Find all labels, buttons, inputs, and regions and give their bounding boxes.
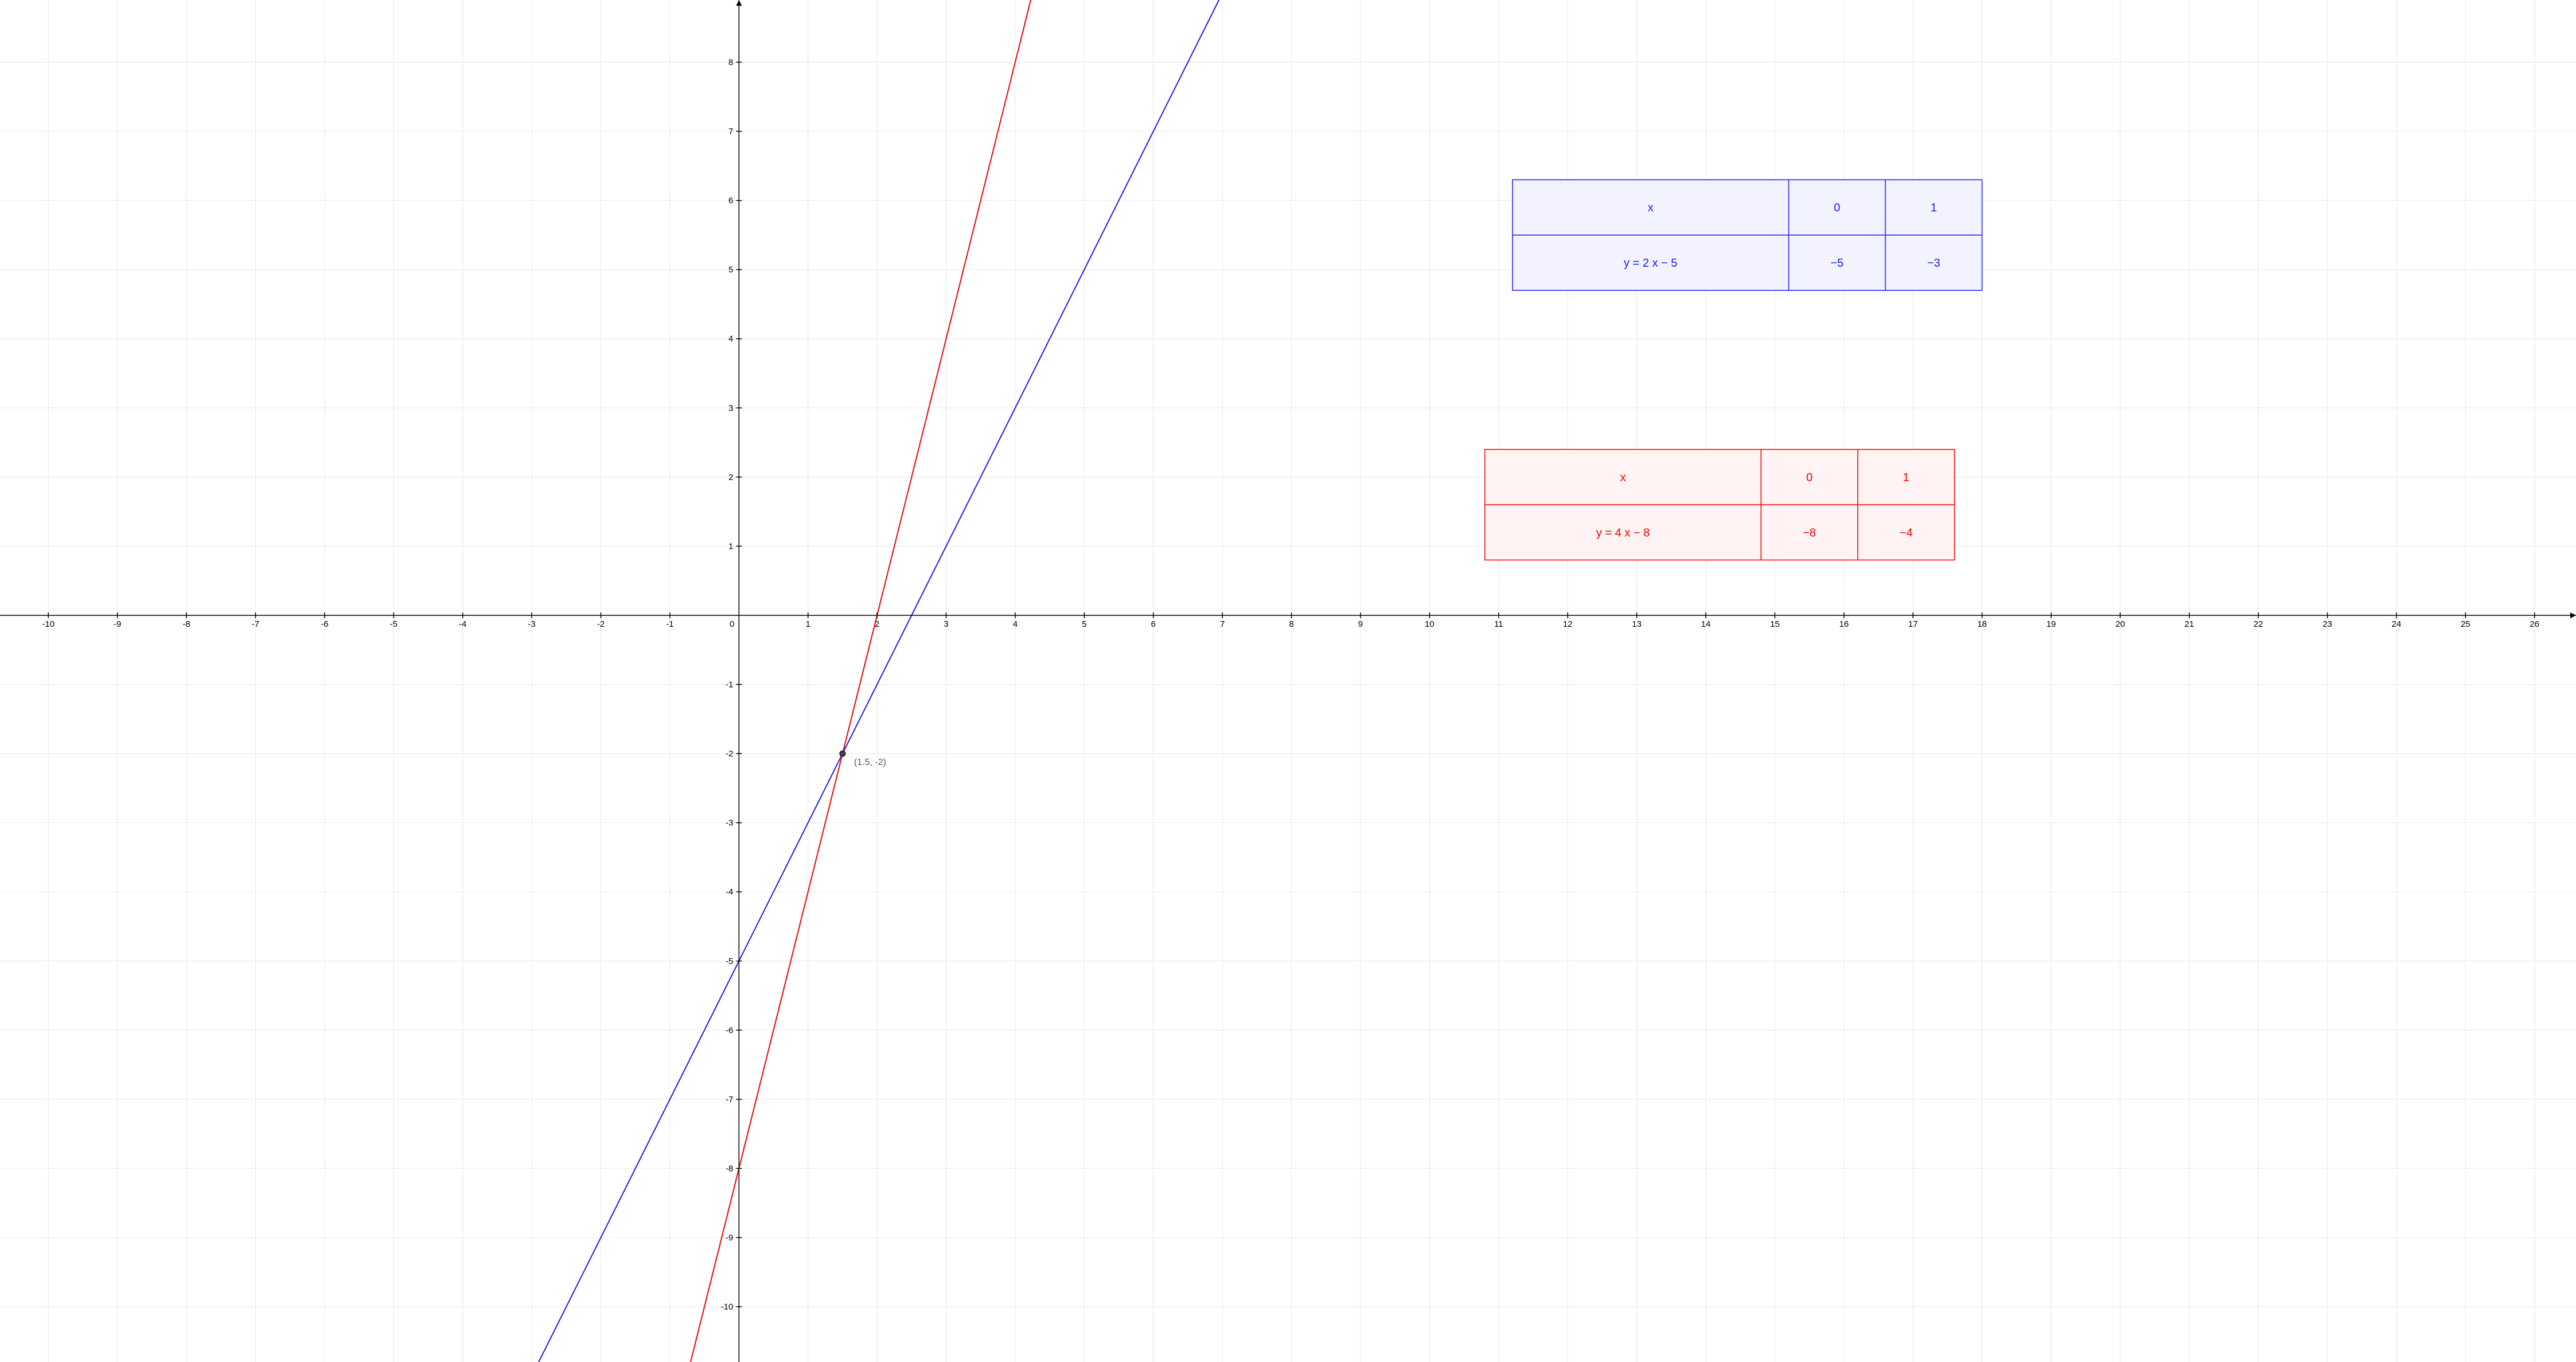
red-line bbox=[0, 0, 2576, 1362]
y-tick-label: -7 bbox=[726, 1095, 733, 1105]
x-tick-label: -1 bbox=[666, 619, 673, 629]
y-tick-label: 4 bbox=[728, 334, 733, 344]
x-tick-label: 10 bbox=[1425, 619, 1435, 629]
axes bbox=[0, 0, 2576, 1362]
y-tick-label: -9 bbox=[726, 1233, 733, 1243]
x-tick-label: 9 bbox=[1358, 619, 1363, 629]
y-tick-label: -4 bbox=[726, 887, 733, 897]
x-tick-label: 11 bbox=[1494, 619, 1503, 629]
y-tick-label: 6 bbox=[728, 196, 733, 206]
x-tick-label: 7 bbox=[1220, 619, 1225, 629]
function-lines bbox=[0, 0, 2576, 1362]
blue-line bbox=[0, 0, 2576, 1362]
x-tick-label: 24 bbox=[2392, 619, 2402, 629]
x-tick-label: -3 bbox=[528, 619, 535, 629]
y-tick-label: 1 bbox=[728, 541, 733, 551]
y-tick-label: -5 bbox=[726, 957, 733, 966]
x-tick-label: -6 bbox=[321, 619, 328, 629]
table-cell: −4 bbox=[1900, 526, 1913, 539]
y-tick-label: -2 bbox=[726, 749, 733, 759]
table-cell: −5 bbox=[1830, 257, 1844, 270]
x-tick-label: -10 bbox=[42, 619, 54, 629]
x-tick-label: 3 bbox=[944, 619, 948, 629]
x-tick-label: -5 bbox=[390, 619, 397, 629]
intersection-label: (1.5, -2) bbox=[854, 758, 886, 767]
y-tick-label: 3 bbox=[728, 403, 733, 413]
y-tick-label: 8 bbox=[728, 58, 733, 68]
x-tick-label: 20 bbox=[2115, 619, 2125, 629]
x-tick-label: 15 bbox=[1770, 619, 1780, 629]
origin-label: 0 bbox=[730, 619, 734, 629]
table-cell: y = 2 x − 5 bbox=[1624, 257, 1677, 270]
x-tick-label: 26 bbox=[2530, 619, 2539, 629]
y-tick-label: 5 bbox=[728, 265, 733, 275]
x-tick-label: 12 bbox=[1563, 619, 1573, 629]
x-tick-label: 6 bbox=[1151, 619, 1156, 629]
x-tick-label: 25 bbox=[2461, 619, 2470, 629]
y-axis-arrow bbox=[736, 0, 742, 6]
x-tick-label: 23 bbox=[2322, 619, 2332, 629]
x-tick-label: 19 bbox=[2047, 619, 2056, 629]
x-tick-label: 21 bbox=[2184, 619, 2194, 629]
blue-table: x 0 1 y = 2 x − 5 −5 −3 bbox=[1513, 179, 1982, 290]
x-tick-label: -2 bbox=[597, 619, 605, 629]
x-tick-label: 17 bbox=[1908, 619, 1918, 629]
x-tick-label: -9 bbox=[114, 619, 121, 629]
table-cell: −8 bbox=[1803, 526, 1816, 539]
table-cell: 0 bbox=[1834, 202, 1840, 214]
intersection-point: (1.5, -2) bbox=[840, 751, 886, 767]
x-tick-label: 8 bbox=[1289, 619, 1293, 629]
y-tick-label: -10 bbox=[721, 1302, 734, 1312]
coordinate-plot: -10-9-8-7-6-5-4-3-2-11234567891011121314… bbox=[0, 0, 2576, 1362]
table-cell: 1 bbox=[1903, 471, 1909, 484]
y-tick-label: -8 bbox=[726, 1164, 733, 1173]
x-tick-label: 16 bbox=[1839, 619, 1849, 629]
table-cell: x bbox=[1648, 202, 1654, 214]
table-cell: x bbox=[1620, 471, 1626, 484]
y-tick-label: 2 bbox=[728, 473, 733, 482]
table-cell: y = 4 x − 8 bbox=[1596, 526, 1650, 539]
grid bbox=[0, 0, 2576, 1362]
x-tick-label: 1 bbox=[806, 619, 810, 629]
x-tick-label: 18 bbox=[1977, 619, 1987, 629]
x-tick-label: 5 bbox=[1082, 619, 1086, 629]
x-tick-label: -8 bbox=[182, 619, 190, 629]
x-tick-label: -4 bbox=[459, 619, 466, 629]
x-tick-label: 4 bbox=[1013, 619, 1018, 629]
y-tick-label: -1 bbox=[726, 680, 733, 690]
x-tick-label: 14 bbox=[1701, 619, 1711, 629]
table-cell: 0 bbox=[1806, 471, 1813, 484]
y-tick-label: -6 bbox=[726, 1025, 733, 1035]
table-cell: 1 bbox=[1931, 202, 1937, 214]
red-table: x 0 1 y = 4 x − 8 −8 −4 bbox=[1485, 450, 1955, 560]
x-axis-arrow bbox=[2570, 612, 2576, 618]
x-tick-label: -7 bbox=[252, 619, 259, 629]
x-tick-label: 2 bbox=[875, 619, 879, 629]
intersection-dot bbox=[840, 751, 845, 756]
y-tick-label: -3 bbox=[726, 818, 733, 828]
y-tick-label: 7 bbox=[728, 127, 733, 136]
x-tick-label: 22 bbox=[2254, 619, 2263, 629]
x-tick-label: 13 bbox=[1632, 619, 1642, 629]
table-cell: −3 bbox=[1927, 257, 1940, 270]
